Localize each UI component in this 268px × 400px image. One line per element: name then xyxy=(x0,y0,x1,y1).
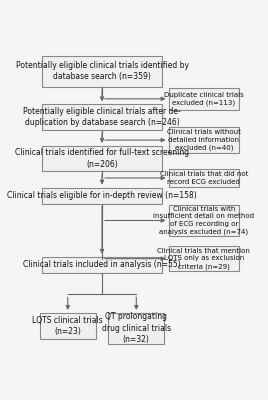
FancyBboxPatch shape xyxy=(169,246,239,271)
FancyBboxPatch shape xyxy=(42,56,162,86)
FancyBboxPatch shape xyxy=(108,313,164,344)
Text: Potentially eligible clinical trials identified by
database search (n=359): Potentially eligible clinical trials ide… xyxy=(16,61,189,81)
FancyBboxPatch shape xyxy=(169,88,239,110)
FancyBboxPatch shape xyxy=(42,104,162,130)
FancyBboxPatch shape xyxy=(40,313,96,339)
FancyBboxPatch shape xyxy=(169,128,239,153)
Text: Clinical trials without
detailed information
excluded (n=40): Clinical trials without detailed informa… xyxy=(167,129,241,151)
Text: Clinical trials identified for full-text screening
(n=206): Clinical trials identified for full-text… xyxy=(15,148,189,169)
Text: LQTS clinical trials
(n=23): LQTS clinical trials (n=23) xyxy=(32,316,103,336)
Text: Clinical trials eligible for in-depth review (n=158): Clinical trials eligible for in-depth re… xyxy=(7,191,197,200)
Text: Clinical trials that mention
LQTS only as exclusion
criteria (n=29): Clinical trials that mention LQTS only a… xyxy=(157,248,250,270)
FancyBboxPatch shape xyxy=(42,146,162,171)
Text: QT prolongating
drug clinical trials
(n=32): QT prolongating drug clinical trials (n=… xyxy=(102,312,171,344)
FancyBboxPatch shape xyxy=(42,257,162,273)
Text: Duplicate clinical trials
excluded (n=113): Duplicate clinical trials excluded (n=11… xyxy=(164,92,244,106)
Text: Clinical trials with
insufficient detail on method
of ECG recording or
analysis : Clinical trials with insufficient detail… xyxy=(153,206,254,235)
FancyBboxPatch shape xyxy=(42,188,162,204)
Text: Clinical trials included in analysis (n=55): Clinical trials included in analysis (n=… xyxy=(23,260,181,269)
Text: Clinical trials that did not
record ECG excluded: Clinical trials that did not record ECG … xyxy=(160,171,248,185)
FancyBboxPatch shape xyxy=(169,169,239,187)
Text: Potentially eligible clinical trials after de-
duplication by database search (n: Potentially eligible clinical trials aft… xyxy=(23,107,181,127)
FancyBboxPatch shape xyxy=(169,205,239,236)
